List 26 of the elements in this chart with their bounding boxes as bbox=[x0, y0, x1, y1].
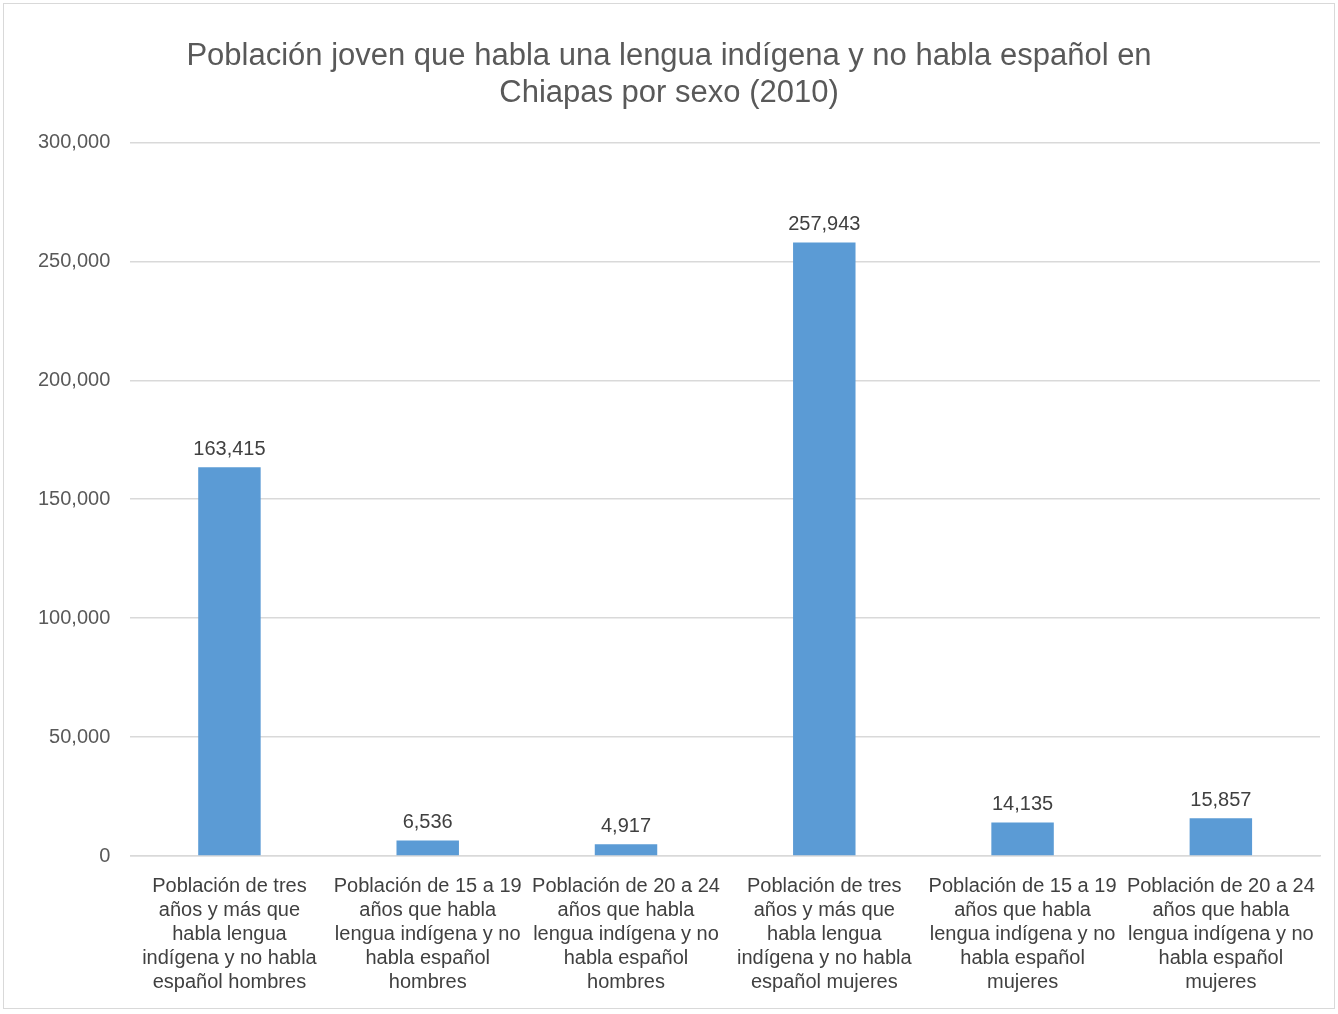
bar bbox=[198, 467, 261, 856]
bar bbox=[991, 822, 1054, 856]
data-label: 14,135 bbox=[991, 791, 1054, 814]
data-label: 15,857 bbox=[1190, 787, 1252, 810]
bar bbox=[396, 840, 459, 856]
data-label: 163,415 bbox=[193, 436, 266, 459]
y-tick-label: 200,000 bbox=[38, 367, 111, 390]
bar bbox=[793, 242, 856, 856]
bar bbox=[1189, 818, 1253, 856]
x-tick-label: Población de 15 a 19 años que habla lengua indígena y no habla español mujeres bbox=[928, 873, 1117, 992]
data-label: 6,536 bbox=[402, 809, 453, 832]
x-tick-label: Población de tres años y más que habla lengua indígena y no habla español hombres bbox=[142, 873, 318, 992]
bar bbox=[594, 844, 658, 856]
y-tick-label: 250,000 bbox=[38, 248, 111, 271]
data-label: 257,943 bbox=[788, 211, 861, 234]
y-tick-label: 300,000 bbox=[38, 129, 111, 152]
data-label: 4,917 bbox=[600, 813, 652, 836]
x-tick-label: Población de 20 a 24 años que habla lengua indígena y no habla español hombres bbox=[532, 873, 720, 992]
x-tick-label: Población de tres años y más que habla lengua indígena y no habla español mujeres bbox=[736, 873, 913, 992]
y-tick-label: 50,000 bbox=[49, 724, 111, 747]
x-tick-label: Población de 15 a 19 años que habla lengua indígena y no habla español hombres bbox=[333, 873, 522, 992]
x-tick-label: Población de 20 a 24 años que habla lengua indígena y no habla español mujeres bbox=[1126, 873, 1315, 992]
y-tick-label: 100,000 bbox=[38, 605, 111, 628]
y-tick-label: 0 bbox=[99, 843, 111, 866]
chart-title: Población joven que habla una lengua indígena y no habla español en Chiapas por sexo (2010) bbox=[186, 37, 1152, 110]
y-tick-label: 150,000 bbox=[38, 486, 111, 509]
